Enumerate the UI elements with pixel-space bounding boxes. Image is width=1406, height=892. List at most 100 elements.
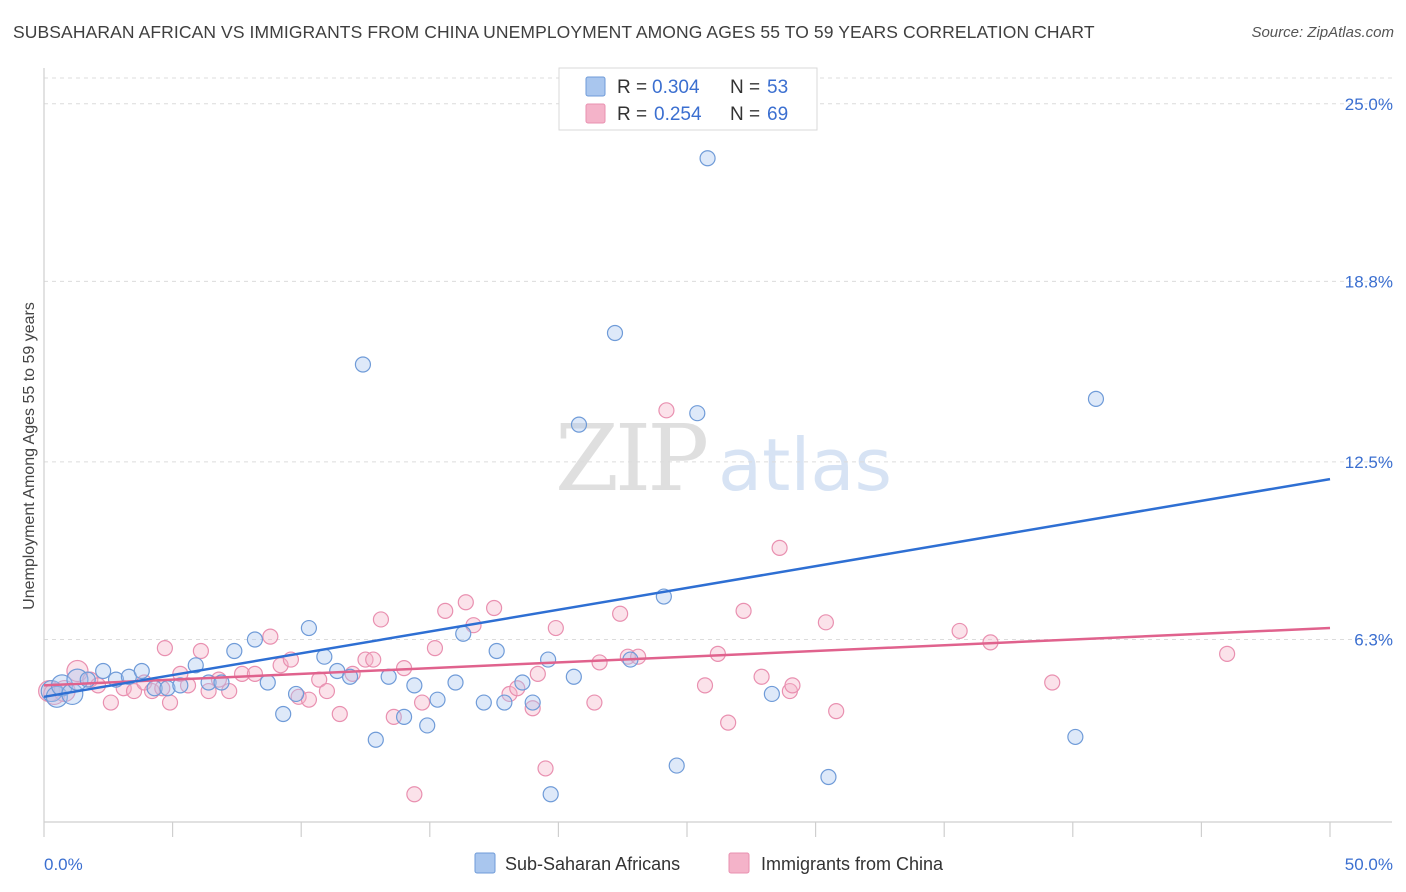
data-point-sub-saharan-africans: [287, 685, 305, 703]
data-point-immigrants-from-china: [486, 599, 503, 617]
data-point-sub-saharan-africans: [699, 150, 716, 167]
data-point-sub-saharan-africans: [95, 662, 112, 680]
bottom-legend: Sub-Saharan Africans Immigrants from Chi…: [474, 852, 944, 874]
data-point-immigrants-from-china: [372, 611, 390, 628]
legend-row-sub-saharan-africans: R = 0.304 N = 53: [585, 76, 788, 98]
y-axis-label: Unemployment Among Ages 55 to 59 years: [21, 302, 38, 610]
trend-line-immigrants-from-china: [43, 626, 1331, 687]
legend-n-label: N =: [730, 77, 760, 98]
data-point-immigrants-from-china: [156, 640, 173, 657]
data-point-immigrants-from-china: [262, 628, 279, 645]
data-point-immigrants-from-china: [784, 677, 801, 694]
legend-r-value: 0.254: [654, 104, 702, 125]
data-point-immigrants-from-china: [547, 619, 564, 637]
data-point-immigrants-from-china: [537, 760, 554, 777]
data-point-sub-saharan-africans: [475, 694, 492, 711]
data-point-immigrants-from-china: [66, 659, 89, 683]
legend-n-value: 53: [767, 77, 788, 98]
legend-n-label: N =: [730, 104, 760, 125]
data-point-immigrants-from-china: [365, 651, 382, 668]
data-point-immigrants-from-china: [161, 694, 179, 711]
data-point-immigrants-from-china: [828, 703, 845, 720]
chart-title: SUBSAHARAN AFRICAN VS IMMIGRANTS FROM CH…: [13, 22, 1095, 42]
y-tick-label: 18.8%: [1345, 272, 1393, 291]
legend-box: R = 0.304 N = 53 R = 0.254 N = 69: [558, 67, 818, 131]
y-tick-labels: 6.3% 12.5% 18.8% 25.0%: [1345, 95, 1393, 650]
data-point-immigrants-from-china: [210, 671, 227, 688]
x-tick-label: 0.0%: [44, 855, 83, 874]
data-point-sub-saharan-africans: [542, 786, 559, 803]
data-point-immigrants-from-china: [951, 622, 968, 640]
data-point-immigrants-from-china: [817, 614, 834, 631]
trend-lines: [43, 477, 1331, 699]
data-point-immigrants-from-china: [1219, 645, 1236, 662]
data-point-sub-saharan-africans: [133, 662, 150, 680]
watermark-atlas: atlas: [718, 423, 892, 507]
data-point-sub-saharan-africans: [447, 674, 464, 691]
data-point-immigrants-from-china: [529, 665, 546, 682]
data-point-sub-saharan-africans: [187, 657, 204, 674]
data-point-immigrants-from-china: [143, 682, 161, 700]
bottom-legend-label-sub-saharan-africans: Sub-Saharan Africans: [505, 854, 680, 874]
legend-r-label: R =: [617, 77, 647, 98]
legend-swatch-blue: [585, 76, 606, 97]
data-point-sub-saharan-africans: [763, 685, 780, 703]
data-point-immigrants-from-china: [658, 402, 675, 419]
data-point-sub-saharan-africans: [488, 642, 505, 660]
bottom-legend-swatch-blue: [474, 852, 496, 874]
data-point-immigrants-from-china: [586, 694, 603, 711]
y-tick-label: 6.3%: [1354, 631, 1393, 650]
data-point-immigrants-from-china: [413, 694, 431, 711]
legend-swatch-pink: [585, 103, 606, 124]
data-point-immigrants-from-china: [290, 688, 307, 705]
data-point-sub-saharan-africans: [259, 674, 276, 691]
data-point-sub-saharan-africans: [226, 642, 243, 660]
data-point-sub-saharan-africans: [496, 694, 513, 711]
data-point-immigrants-from-china: [709, 645, 726, 662]
y-tick-label: 25.0%: [1345, 95, 1393, 114]
data-point-immigrants-from-china: [771, 539, 788, 556]
data-point-sub-saharan-africans: [246, 631, 264, 648]
data-point-immigrants-from-china: [720, 714, 737, 731]
data-point-sub-saharan-africans: [275, 705, 292, 723]
data-point-immigrants-from-china: [696, 677, 714, 694]
data-point-sub-saharan-africans: [524, 694, 541, 711]
data-point-immigrants-from-china: [125, 682, 143, 700]
legend-n-value: 69: [767, 104, 788, 125]
legend-r-value: 0.304: [652, 77, 700, 98]
data-point-immigrants-from-china: [331, 705, 348, 723]
data-point-sub-saharan-africans: [380, 668, 397, 685]
data-point-immigrants-from-china: [612, 605, 629, 622]
data-point-immigrants-from-china: [524, 700, 541, 717]
data-point-immigrants-from-china: [406, 786, 423, 803]
data-point-sub-saharan-africans: [514, 674, 531, 691]
data-point-sub-saharan-africans: [1067, 728, 1084, 746]
data-point-sub-saharan-africans: [689, 405, 706, 422]
data-point-immigrants-from-china: [200, 682, 217, 700]
data-point-immigrants-from-china: [192, 642, 209, 660]
watermark: ZIP atlas: [555, 405, 892, 512]
data-point-immigrants-from-china: [246, 665, 264, 682]
bottom-legend-label-immigrants-from-china: Immigrants from China: [761, 854, 944, 874]
x-tick-label: 50.0%: [1345, 855, 1393, 874]
data-point-sub-saharan-africans: [820, 768, 837, 786]
data-point-immigrants-from-china: [437, 602, 454, 619]
bottom-legend-swatch-pink: [728, 852, 750, 874]
data-point-immigrants-from-china: [318, 682, 336, 700]
watermark-zip: ZIP: [555, 405, 706, 512]
data-point-sub-saharan-africans: [300, 619, 318, 637]
data-point-immigrants-from-china: [591, 654, 608, 671]
chart-source: Source: ZipAtlas.com: [1251, 24, 1394, 41]
legend-r-label: R =: [617, 104, 647, 125]
data-point-sub-saharan-africans: [429, 691, 446, 708]
data-point-sub-saharan-africans: [565, 668, 582, 685]
data-point-sub-saharan-africans: [395, 708, 413, 725]
data-point-sub-saharan-africans: [354, 356, 372, 373]
data-point-sub-saharan-africans: [668, 757, 685, 774]
x-tick-labels: 0.0% 50.0%: [44, 855, 1393, 874]
gridlines: [44, 77, 1392, 641]
data-point-immigrants-from-china: [753, 668, 770, 685]
data-point-immigrants-from-china: [344, 665, 361, 682]
data-point-sub-saharan-africans: [570, 416, 588, 433]
